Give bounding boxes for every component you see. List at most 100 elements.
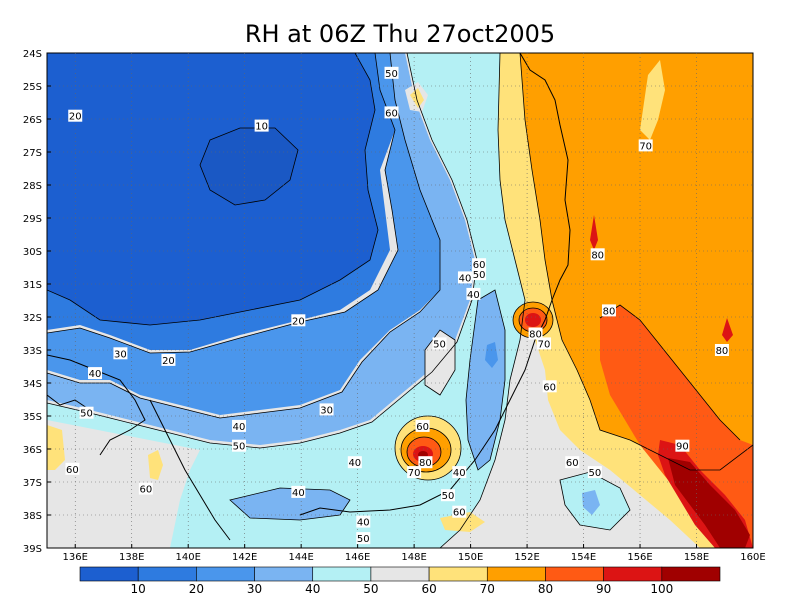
contour-label-bg — [68, 109, 83, 122]
contour-label: 50 — [80, 409, 93, 420]
rh-field-40-50 — [47, 53, 475, 445]
rh-field-60-70-south-patch — [440, 512, 485, 532]
rh-field-70-80-east — [520, 53, 753, 470]
contour-label-bg — [418, 456, 433, 469]
contour-label: 60 — [543, 382, 556, 393]
contour-label: 40 — [467, 290, 480, 301]
x-tick-label: 160E — [740, 552, 765, 563]
colorbar-tick-label: 70 — [480, 582, 495, 596]
y-axis: 24S 25S 26S 27S 28S 29S 30S 31S 32S 33S 34S 35S 36S 3… — [23, 49, 51, 555]
colorbar-tick-label: 90 — [596, 582, 611, 596]
contour-label-bg — [587, 466, 602, 479]
contour-label-bg — [542, 380, 557, 393]
contour-label: 40 — [292, 488, 305, 499]
x-tick-label: 156E — [627, 552, 652, 563]
contour-label: 30 — [114, 349, 127, 360]
colorbar-swatch — [254, 566, 314, 582]
contour-label-bg — [452, 466, 467, 479]
y-tick-label: 39S — [23, 544, 42, 555]
rh-field-gt-100-east — [668, 458, 750, 548]
rh-field-60-70-west-patch — [148, 450, 163, 480]
contour-label: 40 — [89, 369, 102, 380]
contour-label-bg — [528, 327, 543, 340]
plot-frame — [46, 52, 754, 549]
contour-label: 70 — [538, 339, 551, 350]
contour-label-bg — [113, 347, 128, 360]
x-tick-label: 138E — [119, 552, 144, 563]
x-tick-label: 148E — [401, 552, 426, 563]
y-tick-label: 24S — [23, 49, 42, 60]
contour-label-bg — [472, 268, 487, 281]
contour-label-bg — [590, 248, 605, 261]
colorbar-swatch — [603, 566, 663, 582]
colorbar-tick-label: 50 — [363, 582, 378, 596]
rh-field-lt-10 — [200, 128, 298, 205]
contour-label-bg — [675, 439, 690, 452]
contour-label: 60 — [66, 465, 79, 476]
contour-label: 70 — [408, 468, 421, 479]
contour-label-bg — [601, 304, 616, 317]
colorbar-swatch — [661, 566, 721, 582]
contour-label: 40 — [357, 518, 370, 529]
contour-label-bg — [232, 439, 247, 452]
y-tick-label: 31S — [23, 280, 42, 291]
contour-label-bg — [384, 66, 399, 79]
contour-labels: 2010506070605040408080208070503020804060… — [65, 66, 729, 545]
rh-coastal-hotspot-90-100 — [525, 313, 541, 327]
colorbar-tick-label: 80 — [538, 582, 553, 596]
contour-label-bg — [291, 485, 306, 498]
x-tick-label: 136E — [63, 552, 88, 563]
colorbar-swatch — [370, 566, 430, 582]
contour-label: 80 — [603, 306, 616, 317]
x-tick-label: 146E — [345, 552, 370, 563]
contour-label-bg — [565, 456, 580, 469]
contour-label: 50 — [442, 491, 455, 502]
x-tick-label: 140E — [175, 552, 200, 563]
contour-label: 10 — [255, 122, 268, 133]
contour-label-bg — [452, 505, 467, 518]
contour-label-bg — [714, 344, 729, 356]
y-tick-label: 36S — [23, 445, 42, 456]
contour-label: 70 — [639, 141, 652, 152]
rh-field-40-50-south — [230, 488, 350, 520]
colorbar-swatch — [79, 566, 139, 582]
rh-field-30-40-pocket — [485, 342, 498, 368]
y-tick-label: 38S — [23, 511, 42, 522]
contour-label: 50 — [588, 468, 601, 479]
y-tick-label: 34S — [23, 379, 42, 390]
contour-label: 50 — [357, 534, 370, 545]
y-tick-label: 30S — [23, 247, 42, 258]
contour-label-bg — [441, 489, 456, 502]
contour-label-bg — [65, 462, 80, 475]
colorbar-tick-label: 60 — [421, 582, 436, 596]
contour-label-bg — [638, 139, 653, 152]
y-tick-label: 29S — [23, 214, 42, 225]
contour-label: 50 — [233, 442, 246, 453]
rh-field-60-70-north-strip — [640, 60, 665, 140]
y-tick-label: 26S — [23, 115, 42, 126]
contour-label: 40 — [453, 468, 466, 479]
chart-title: RH at 06Z Thu 27oct2005 — [245, 20, 555, 48]
y-tick-label: 37S — [23, 478, 42, 489]
x-axis: 136E 138E 140E 142E 144E 146E 148E 150E 152E 154E… — [63, 544, 766, 563]
contour-label: 40 — [459, 273, 472, 284]
contour-label: 50 — [385, 69, 398, 80]
contour-label: 80 — [591, 250, 604, 261]
contour-label-bg — [384, 106, 399, 119]
contour-label: 60 — [566, 458, 579, 469]
y-tick-label: 28S — [23, 181, 42, 192]
colorbar-swatch — [137, 566, 197, 582]
x-tick-label: 142E — [232, 552, 257, 563]
y-tick-label: 35S — [23, 412, 42, 423]
contour-label: 80 — [529, 330, 542, 341]
contour-label: 60 — [139, 485, 152, 496]
x-tick-label: 154E — [571, 552, 596, 563]
contour-label-bg — [356, 515, 371, 528]
rh-cell-80-90-east — [722, 318, 733, 342]
contour-label-bg — [472, 258, 487, 271]
contour-label-bg — [161, 353, 176, 366]
contour-label-bg — [232, 419, 247, 432]
colorbar-swatch — [312, 566, 372, 582]
contour-label: 90 — [676, 442, 689, 453]
y-tick-label: 25S — [23, 82, 42, 93]
